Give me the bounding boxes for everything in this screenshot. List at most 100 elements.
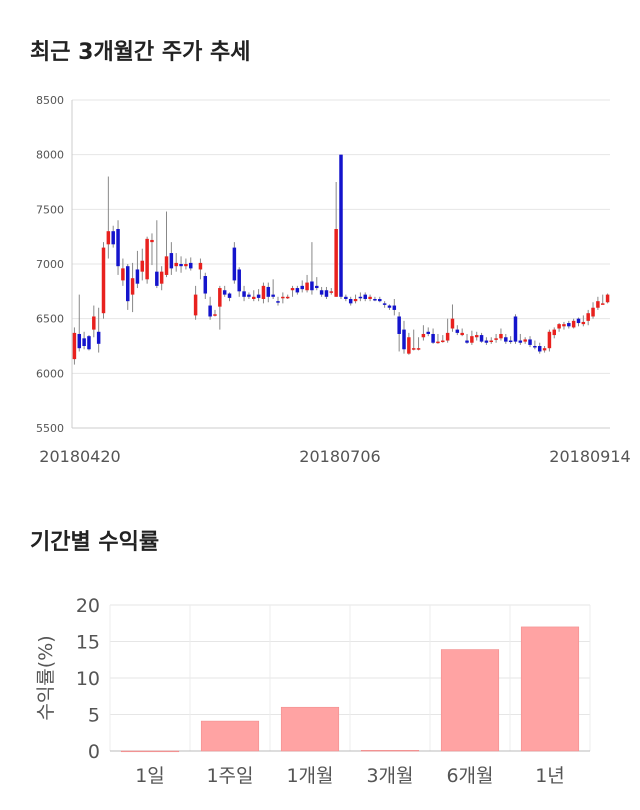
candle-body <box>353 298 358 302</box>
candle-body <box>125 266 130 302</box>
candle-body <box>586 313 590 321</box>
candle-body <box>82 338 86 346</box>
return-bar <box>520 626 580 752</box>
candle-body <box>295 288 300 293</box>
candle-body <box>130 278 135 295</box>
candle-body <box>203 276 208 294</box>
return-bar <box>280 706 340 752</box>
y-tick-label: 6000 <box>36 367 64 380</box>
candle-body <box>164 256 169 275</box>
candle-body <box>101 247 106 314</box>
candle-body <box>237 269 241 292</box>
candle-body <box>397 316 401 334</box>
candle-body <box>402 329 406 350</box>
candle-body <box>407 337 411 354</box>
candle-body <box>339 154 343 297</box>
candle-body <box>169 253 174 269</box>
candle-body <box>111 231 115 245</box>
candle-body <box>135 269 140 284</box>
candle-body <box>581 321 586 325</box>
candle-body <box>605 294 610 303</box>
candle-body <box>266 286 271 297</box>
candle-body <box>271 294 275 297</box>
candle-body <box>455 329 460 333</box>
candle-body <box>213 314 217 316</box>
candle-body <box>562 324 566 327</box>
candle-body <box>189 262 193 269</box>
candle-body <box>441 340 445 343</box>
candle-body <box>382 303 387 305</box>
candle-body <box>508 340 513 343</box>
candle-body <box>218 288 222 307</box>
x-tick-label: 20180420 <box>39 447 120 466</box>
candle-body <box>494 338 498 340</box>
candle-body <box>96 331 101 344</box>
candle-body <box>378 298 382 302</box>
candle-body <box>596 301 600 308</box>
candle-body <box>145 238 149 280</box>
candle-body <box>121 268 125 281</box>
candle-body <box>315 285 319 289</box>
candle-body <box>222 290 227 295</box>
return-bar <box>440 649 500 752</box>
candle-body <box>232 247 237 281</box>
y-tick-label: 0 <box>88 741 100 763</box>
candle-body <box>324 290 329 297</box>
candle-body <box>363 294 367 299</box>
candle-body <box>421 333 426 338</box>
candle-body <box>184 264 188 267</box>
candle-body <box>285 296 290 299</box>
candle-body <box>106 231 111 245</box>
candle-body <box>450 318 455 329</box>
candle-body <box>547 331 552 349</box>
candle-body <box>276 301 280 303</box>
price-chart-title: 최근 3개월간 주가 추세 <box>30 40 251 65</box>
candle-body <box>344 296 348 299</box>
candle-body <box>247 294 251 297</box>
candle-body <box>465 340 469 343</box>
candle-body <box>416 348 421 350</box>
candle-body <box>591 307 595 317</box>
candle-body <box>159 271 164 284</box>
y-tick-label: 20 <box>76 595 100 617</box>
candle-body <box>310 281 314 291</box>
candle-body <box>537 346 542 352</box>
candle-body <box>368 296 372 299</box>
returns-chart-title: 기간별 수익률 <box>30 530 160 555</box>
y-axis-label: 수익률(%) <box>35 635 57 720</box>
candle-body <box>300 285 304 290</box>
y-tick-label: 15 <box>76 632 100 654</box>
candle-body <box>426 331 430 334</box>
x-tick-label: 6개월 <box>446 765 493 787</box>
candle-body <box>431 333 435 343</box>
candle-body <box>174 262 178 267</box>
candle-body <box>261 285 266 299</box>
x-tick-label: 1년 <box>535 765 565 787</box>
y-tick-label: 5500 <box>36 422 64 435</box>
candle-body <box>552 329 557 336</box>
candle-body <box>528 339 532 345</box>
x-tick-label: 1주일 <box>206 765 253 787</box>
y-tick-label: 8500 <box>36 94 64 107</box>
y-tick-label: 10 <box>76 668 100 690</box>
x-tick-label: 3개월 <box>366 765 413 787</box>
candle-body <box>198 262 203 270</box>
candle-body <box>179 264 183 267</box>
candle-body <box>576 318 581 324</box>
candle-body <box>392 305 397 310</box>
candle-body <box>140 260 145 272</box>
candle-body <box>411 348 416 350</box>
y-tick-label: 7000 <box>36 258 64 271</box>
candle-body <box>504 337 508 342</box>
return-bar <box>120 750 180 753</box>
return-bar <box>360 750 420 752</box>
candle-body <box>256 294 261 298</box>
candle-body <box>518 340 523 343</box>
y-tick-label: 6500 <box>36 313 64 326</box>
y-tick-label: 8000 <box>36 149 64 162</box>
candle-body <box>542 348 547 351</box>
candle-body <box>470 336 474 343</box>
candle-body <box>387 305 392 308</box>
candle-body <box>242 291 246 297</box>
